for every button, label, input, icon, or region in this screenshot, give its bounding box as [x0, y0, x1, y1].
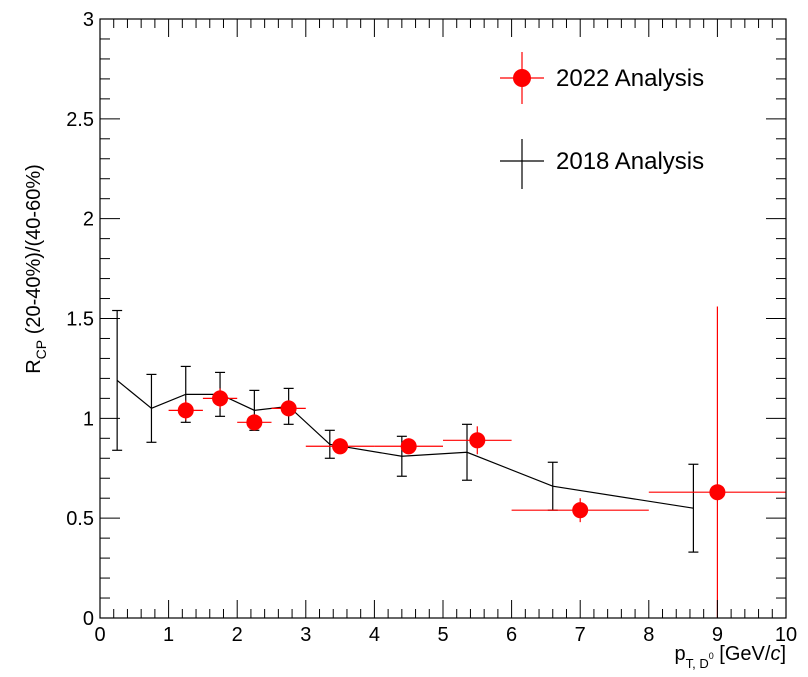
y-tick-label: 2: [83, 209, 94, 231]
x-tick-label: 7: [575, 624, 586, 646]
x-axis-title-unit-italic: c: [770, 643, 780, 665]
x-tick-label: 3: [300, 624, 311, 646]
y-tick-label: 0.5: [66, 508, 94, 530]
data-point-2022: [177, 402, 194, 419]
x-tick-label: 1: [163, 624, 174, 646]
y-tick-label: 0: [83, 608, 94, 630]
legend-2022-marker: [513, 69, 531, 87]
x-axis-title-unit-prefix: [GeV/: [714, 643, 771, 665]
x-tick-label: 10: [775, 624, 797, 646]
legend: 2022 Analysis 2018 Analysis: [500, 52, 704, 189]
x-tick-label: 4: [369, 624, 380, 646]
legend-2018-label: 2018 Analysis: [556, 148, 704, 175]
legend-entry-2018-analysis: 2018 Analysis: [500, 139, 704, 189]
x-tick-label: 9: [712, 624, 723, 646]
legend-entry-2022-analysis: 2022 Analysis: [500, 52, 704, 104]
y-axis-title-sub: CP: [33, 340, 49, 359]
y-axis-title-main: R: [23, 359, 45, 373]
y-axis-title-rest: (20-40%)/(40-60%): [23, 164, 45, 340]
data-point-2022: [332, 438, 349, 455]
data-point-2022: [572, 502, 589, 519]
y-tick-label: 3: [83, 9, 94, 31]
data-point-2022: [709, 484, 726, 501]
x-axis-title: pT, D0 [GeV/c]: [674, 643, 786, 671]
x-tick-label: 0: [94, 624, 105, 646]
x-tick-label: 2: [232, 624, 243, 646]
data-point-2022: [212, 390, 229, 407]
x-axis-title-sup: 0: [709, 651, 714, 661]
data-point-2022: [246, 414, 263, 431]
x-axis-title-sub: T, D: [686, 656, 709, 671]
data-point-2022: [400, 438, 417, 455]
y-tick-label: 1.5: [66, 309, 94, 331]
series-2018-analysis: [112, 309, 699, 553]
x-axis-title-unit-suffix: ]: [780, 643, 786, 665]
y-tick-label: 2.5: [66, 109, 94, 131]
y-axis-title: RCP (20-40%)/(40-60%): [23, 164, 49, 374]
legend-2022-label: 2022 Analysis: [556, 65, 704, 92]
series-2022-analysis: [168, 306, 786, 618]
axis-ticks: [99, 18, 787, 619]
x-tick-label: 5: [437, 624, 448, 646]
x-axis-title-main: p: [674, 643, 685, 665]
plot-frame: [99, 18, 787, 619]
x-tick-label: 8: [643, 624, 654, 646]
y-tick-label: 1: [83, 408, 94, 430]
x-tick-label: 6: [506, 624, 517, 646]
tick-labels: 0 1 2 3 4 5 6 7 8 9 10 0 0.5 1 1.5 2 2.5 3: [66, 9, 797, 646]
data-point-2022: [469, 432, 486, 449]
data-point-2022: [280, 400, 297, 417]
